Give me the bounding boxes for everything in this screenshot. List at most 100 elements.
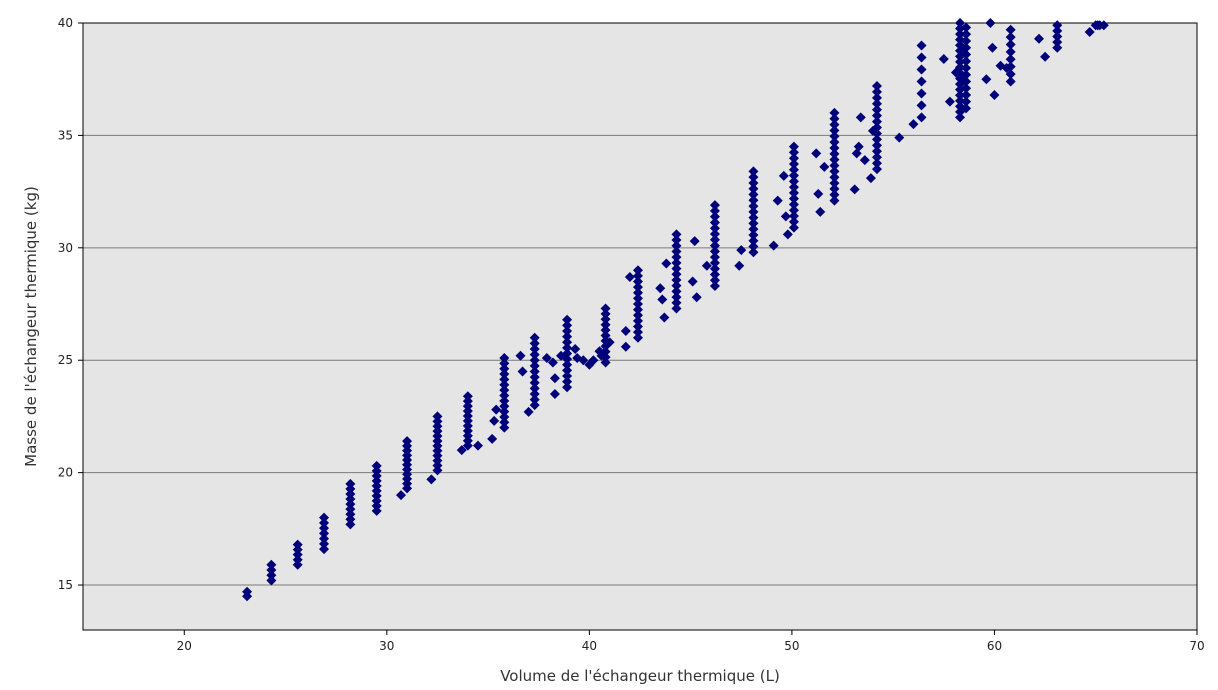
data-point [499, 369, 510, 380]
data-point [562, 376, 573, 387]
data-point [529, 394, 540, 405]
data-point [961, 103, 972, 114]
data-point [709, 205, 720, 216]
data-point [829, 195, 840, 206]
data-point [788, 216, 799, 227]
data-point [709, 223, 720, 234]
data-point [266, 570, 277, 581]
data-point [529, 388, 540, 399]
data-point [456, 445, 467, 456]
data-point [499, 401, 510, 412]
data-point [748, 172, 759, 183]
data-point [788, 222, 799, 233]
data-point [395, 490, 406, 501]
data-point [632, 270, 643, 281]
data-point [292, 539, 303, 550]
data-point [788, 187, 799, 198]
data-point [319, 512, 330, 523]
data-point [632, 276, 643, 287]
data-point [562, 314, 573, 325]
data-point [562, 382, 573, 393]
data-point [748, 218, 759, 229]
data-point [871, 140, 882, 151]
data-point [671, 303, 682, 314]
y-tick-label: 30 [58, 241, 73, 255]
data-point [345, 509, 356, 520]
data-point [908, 119, 919, 130]
data-point [562, 331, 573, 342]
data-point [961, 56, 972, 67]
data-point [788, 205, 799, 216]
data-point [345, 494, 356, 505]
data-point [517, 366, 528, 377]
data-point [671, 274, 682, 285]
data-point [709, 252, 720, 263]
data-point [319, 523, 330, 534]
data-point [661, 258, 672, 269]
data-point [671, 263, 682, 274]
y-tick-label: 35 [58, 128, 73, 142]
data-point [772, 195, 783, 206]
data-point [829, 125, 840, 136]
data-point [499, 411, 510, 422]
data-point [499, 358, 510, 369]
data-point [671, 297, 682, 308]
data-point [1005, 39, 1016, 50]
data-point [1005, 24, 1016, 35]
data-point [709, 234, 720, 245]
data-point [955, 18, 966, 28]
data-point [345, 514, 356, 525]
x-tick-label: 50 [784, 639, 799, 653]
data-point [961, 29, 972, 40]
data-point [709, 275, 720, 286]
x-axis-title: Volume de l'échangeur thermique (L) [500, 667, 780, 685]
data-point [788, 158, 799, 169]
data-point [985, 18, 996, 28]
data-point [671, 280, 682, 291]
data-point [871, 152, 882, 163]
data-point [748, 235, 759, 246]
data-point [529, 360, 540, 371]
y-tick-label: 40 [58, 16, 73, 30]
data-point [961, 49, 972, 60]
data-point [1052, 20, 1063, 31]
data-point [671, 246, 682, 257]
data-point [829, 154, 840, 165]
x-tick-label: 30 [379, 639, 394, 653]
data-point [748, 195, 759, 206]
y-tick-label: 20 [58, 466, 73, 480]
data-point [871, 98, 882, 109]
data-point [689, 236, 700, 247]
data-point [632, 327, 643, 338]
data-point [600, 325, 611, 336]
data-point [871, 110, 882, 121]
data-point [632, 265, 643, 276]
data-point [529, 355, 540, 366]
y-tick-label: 25 [58, 353, 73, 367]
data-point [1034, 33, 1045, 44]
y-tick-label: 15 [58, 578, 73, 592]
data-point [709, 263, 720, 274]
data-point [961, 62, 972, 73]
data-point [292, 559, 303, 570]
data-point [829, 142, 840, 153]
data-point [596, 350, 607, 361]
data-point [1052, 37, 1063, 48]
data-point [671, 286, 682, 297]
data-point [944, 96, 955, 107]
data-point [955, 23, 966, 34]
data-point [319, 533, 330, 544]
data-point [547, 357, 558, 368]
data-point [709, 281, 720, 292]
data-point [292, 554, 303, 565]
data-point [709, 200, 720, 211]
data-point [1098, 20, 1109, 31]
data-point [691, 292, 702, 303]
data-point [1052, 25, 1063, 36]
data-point [961, 89, 972, 100]
data-point [916, 52, 927, 63]
data-point [819, 161, 830, 172]
data-point [829, 119, 840, 130]
plot-frame [82, 22, 1198, 631]
